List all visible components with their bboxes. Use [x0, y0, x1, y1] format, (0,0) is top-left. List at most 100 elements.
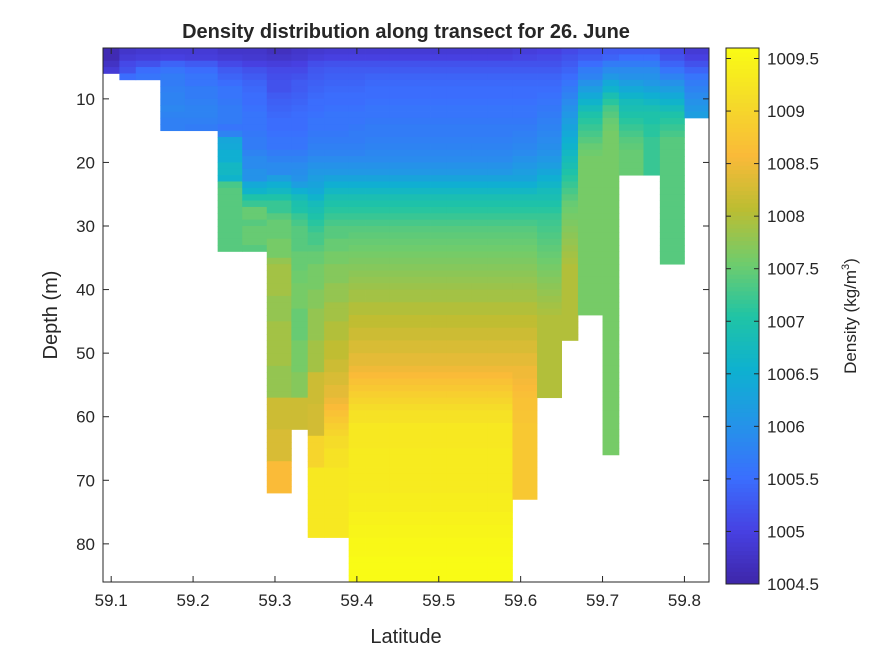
heatmap-cell [643, 98, 661, 106]
colorbar-band [726, 77, 759, 82]
heatmap-cell [537, 60, 562, 68]
heatmap-cell [348, 378, 366, 386]
colorbar-band [726, 408, 759, 413]
heatmap-cell [291, 346, 309, 354]
heatmap-cell [643, 156, 661, 163]
heatmap-cell [389, 257, 407, 265]
heatmap-cell [659, 137, 685, 144]
heatmap-cell [487, 575, 513, 583]
heatmap-cell [471, 550, 489, 557]
heatmap-cell [446, 569, 472, 577]
heatmap-cell [389, 334, 407, 341]
colorbar-band [726, 357, 759, 363]
heatmap-cell [406, 111, 431, 119]
heatmap-cell [217, 79, 243, 87]
heatmap-cell [307, 448, 325, 456]
heatmap-cell [291, 226, 309, 233]
heatmap-cell [512, 264, 538, 271]
colorbar-band [726, 458, 759, 464]
heatmap-cell [135, 48, 161, 55]
heatmap-cell [430, 569, 448, 577]
heatmap-cell [365, 531, 391, 538]
heatmap-cell [487, 461, 513, 468]
heatmap-cell [324, 105, 350, 112]
heatmap-cell [406, 327, 431, 335]
heatmap-cell [266, 149, 292, 157]
heatmap-cell [307, 505, 325, 513]
heatmap-cell [242, 86, 268, 93]
heatmap-cell [266, 54, 292, 62]
heatmap-cell [324, 143, 350, 151]
heatmap-cell [471, 60, 489, 68]
heatmap-cell [659, 194, 685, 201]
heatmap-cell [406, 226, 431, 233]
heatmap-cell [602, 86, 620, 93]
heatmap-cell [242, 105, 268, 112]
heatmap-cell [389, 448, 407, 456]
heatmap-cell [324, 181, 350, 189]
heatmap-cell [512, 353, 538, 360]
heatmap-cell [659, 200, 685, 208]
heatmap-cell [406, 137, 431, 144]
heatmap-cell [348, 454, 366, 462]
heatmap-cell [430, 550, 448, 557]
heatmap-cell [266, 289, 292, 297]
heatmap-cell [537, 206, 562, 214]
heatmap-cell [561, 79, 579, 87]
heatmap-cell [446, 73, 472, 81]
heatmap-cell [471, 562, 489, 570]
heatmap-cell [537, 92, 562, 100]
heatmap-cell [602, 264, 620, 271]
heatmap-cell [406, 321, 431, 329]
heatmap-cell [291, 289, 309, 297]
heatmap-cell [659, 232, 685, 240]
heatmap-cell [643, 92, 661, 100]
heatmap-cell [561, 289, 579, 297]
heatmap-cell [217, 98, 243, 106]
heatmap-cell [446, 137, 472, 144]
heatmap-cell [659, 187, 685, 195]
heatmap-cell [471, 232, 489, 240]
heatmap-cell [389, 67, 407, 74]
heatmap-cell [512, 397, 538, 405]
heatmap-cell [291, 353, 309, 360]
heatmap-cell [307, 105, 325, 112]
heatmap-cell [512, 480, 538, 488]
heatmap-cell [266, 130, 292, 138]
heatmap-cell [348, 117, 366, 125]
heatmap-cell [487, 486, 513, 494]
colorbar-band [726, 416, 759, 422]
heatmap-cell [487, 480, 513, 488]
heatmap-cell [659, 251, 685, 259]
heatmap-cell [348, 435, 366, 443]
heatmap-cell [365, 429, 391, 437]
heatmap-cell [446, 378, 472, 386]
heatmap-cell [406, 315, 431, 322]
heatmap-cell [577, 276, 603, 284]
colorbar-band [726, 437, 759, 443]
colorbar-tick-label: 1004.5 [767, 575, 819, 594]
heatmap-cell [389, 79, 407, 87]
heatmap-cell [618, 79, 644, 87]
heatmap-cell [430, 537, 448, 545]
heatmap-cell [471, 238, 489, 246]
heatmap-cell [537, 245, 562, 252]
heatmap-cell [561, 73, 579, 81]
heatmap-cell [471, 79, 489, 87]
heatmap-cell [406, 206, 431, 214]
heatmap-cell [512, 276, 538, 284]
heatmap-cell [643, 143, 661, 151]
heatmap-cell [307, 327, 325, 335]
heatmap-cell [487, 537, 513, 545]
heatmap-cell [577, 302, 603, 310]
heatmap-cell [487, 168, 513, 176]
colorbar-band [726, 106, 759, 112]
heatmap-cell [365, 518, 391, 526]
heatmap-cell [471, 111, 489, 119]
heatmap-cell [291, 117, 309, 125]
heatmap-cell [119, 54, 137, 62]
heatmap-cell [512, 315, 538, 322]
heatmap-cell [430, 410, 448, 418]
heatmap-cell [537, 187, 562, 195]
colorbar-band [726, 152, 759, 158]
